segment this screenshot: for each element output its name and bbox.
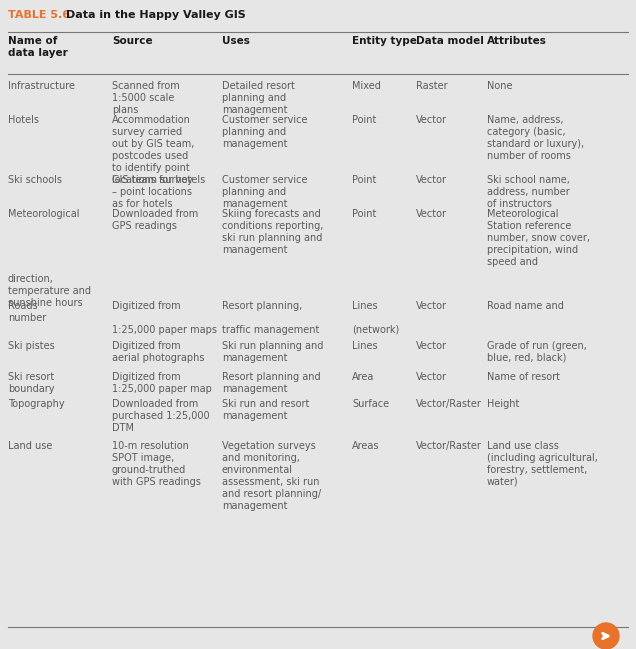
Text: Attributes: Attributes (487, 36, 547, 46)
Text: Digitized from
1:25,000 paper map: Digitized from 1:25,000 paper map (112, 372, 212, 394)
Text: Point: Point (352, 115, 377, 125)
Text: Data in the Happy Valley GIS: Data in the Happy Valley GIS (66, 10, 245, 20)
Text: Vector: Vector (416, 341, 447, 351)
Text: Land use: Land use (8, 441, 52, 451)
Text: TABLE 5.6: TABLE 5.6 (8, 10, 70, 20)
Text: Vector: Vector (416, 115, 447, 125)
Text: Vector: Vector (416, 301, 447, 311)
Text: Mixed: Mixed (352, 81, 381, 91)
Text: Ski pistes: Ski pistes (8, 341, 55, 351)
Text: Entity type: Entity type (352, 36, 417, 46)
Text: Ski schools: Ski schools (8, 175, 62, 185)
Text: Topography: Topography (8, 399, 65, 409)
Text: Raster: Raster (416, 81, 448, 91)
Text: GIS team survey
– point locations
as for hotels: GIS team survey – point locations as for… (112, 175, 193, 209)
Text: Source: Source (112, 36, 153, 46)
Text: Name of
data layer: Name of data layer (8, 36, 68, 58)
Text: Skiing forecasts and
conditions reporting,
ski run planning and
management: Skiing forecasts and conditions reportin… (222, 209, 323, 255)
Text: Height: Height (487, 399, 520, 409)
Circle shape (593, 623, 619, 649)
Text: Customer service
planning and
management: Customer service planning and management (222, 175, 307, 209)
Text: Ski resort
boundary: Ski resort boundary (8, 372, 55, 394)
Text: Resort planning and
management: Resort planning and management (222, 372, 321, 394)
Text: None: None (487, 81, 513, 91)
Text: Data model: Data model (416, 36, 484, 46)
Text: Hotels: Hotels (8, 115, 39, 125)
Text: Meteorological
Station reference
number, snow cover,
precipitation, wind
speed a: Meteorological Station reference number,… (487, 209, 590, 267)
Text: Area: Area (352, 372, 375, 382)
Text: Ski run planning and
management: Ski run planning and management (222, 341, 323, 363)
Text: Resort planning,

traffic management: Resort planning, traffic management (222, 301, 319, 335)
Text: Uses: Uses (222, 36, 250, 46)
Text: Infrastructure: Infrastructure (8, 81, 75, 91)
Text: Ski run and resort
management: Ski run and resort management (222, 399, 309, 421)
Text: Name, address,
category (basic,
standard or luxury),
number of rooms: Name, address, category (basic, standard… (487, 115, 584, 161)
Text: Vector: Vector (416, 175, 447, 185)
Text: Scanned from
1:5000 scale
plans: Scanned from 1:5000 scale plans (112, 81, 180, 115)
Text: direction,
temperature and
sunshine hours: direction, temperature and sunshine hour… (8, 274, 91, 308)
Text: Lines: Lines (352, 341, 378, 351)
Text: Downloaded from
GPS readings: Downloaded from GPS readings (112, 209, 198, 231)
Text: Land use class
(including agricultural,
forestry, settlement,
water): Land use class (including agricultural, … (487, 441, 598, 487)
Text: Accommodation
survey carried
out by GIS team,
postcodes used
to identify point
l: Accommodation survey carried out by GIS … (112, 115, 205, 185)
Text: Surface: Surface (352, 399, 389, 409)
Text: Digitized from

1:25,000 paper maps: Digitized from 1:25,000 paper maps (112, 301, 217, 335)
Text: Areas: Areas (352, 441, 380, 451)
Text: Lines

(network): Lines (network) (352, 301, 399, 335)
Text: Detailed resort
planning and
management: Detailed resort planning and management (222, 81, 295, 115)
Text: Grade of run (green,
blue, red, black): Grade of run (green, blue, red, black) (487, 341, 587, 363)
Text: Ski school name,
address, number
of instructors: Ski school name, address, number of inst… (487, 175, 570, 209)
Text: Vector/Raster: Vector/Raster (416, 441, 482, 451)
Text: Vector: Vector (416, 372, 447, 382)
Text: Roads
number: Roads number (8, 301, 46, 323)
Text: Road name and: Road name and (487, 301, 564, 311)
Text: Downloaded from
purchased 1:25,000
DTM: Downloaded from purchased 1:25,000 DTM (112, 399, 210, 433)
Text: Point: Point (352, 175, 377, 185)
Bar (0, 0, 636, 30)
Text: Name of resort: Name of resort (487, 372, 560, 382)
Text: Vector: Vector (416, 209, 447, 219)
Text: Vegetation surveys
and monitoring,
environmental
assessment, ski run
and resort : Vegetation surveys and monitoring, envir… (222, 441, 321, 511)
Text: Customer service
planning and
management: Customer service planning and management (222, 115, 307, 149)
Text: Vector/Raster: Vector/Raster (416, 399, 482, 409)
Text: 10-m resolution
SPOT image,
ground-truthed
with GPS readings: 10-m resolution SPOT image, ground-truth… (112, 441, 201, 487)
Text: Point: Point (352, 209, 377, 219)
Text: Meteorological: Meteorological (8, 209, 80, 219)
Text: Digitized from
aerial photographs: Digitized from aerial photographs (112, 341, 205, 363)
